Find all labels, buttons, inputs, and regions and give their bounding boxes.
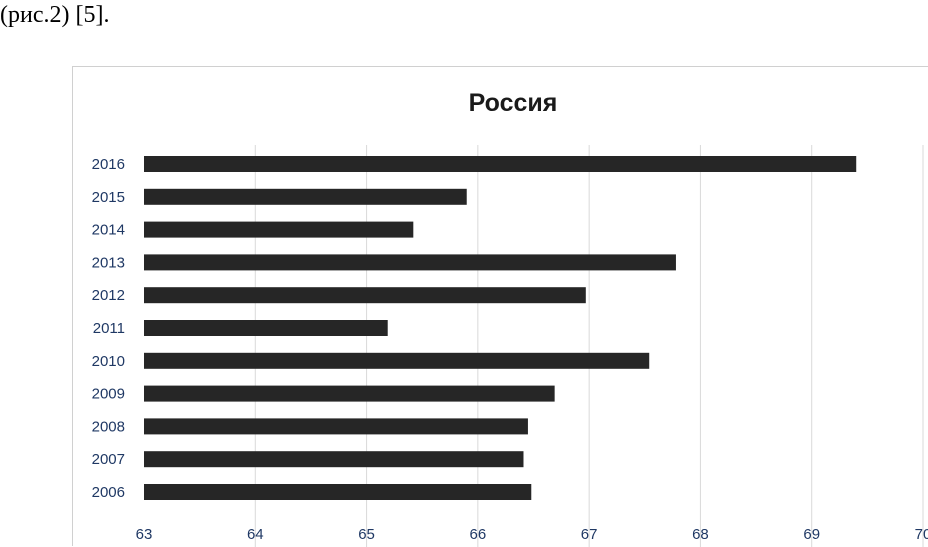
y-tick-label: 2012 [92, 287, 125, 304]
y-axis-labels: 2016 2015 2014 2013 2012 2011 2010 2009 2008 2007… [92, 156, 125, 501]
x-tick-label: 69 [803, 526, 820, 543]
y-tick-label: 2015 [92, 189, 125, 206]
bar-2012 [144, 287, 586, 304]
x-tick-label: 63 [136, 526, 153, 543]
bar-2008 [144, 418, 528, 435]
bar-2009 [144, 385, 555, 402]
x-tick-label: 68 [692, 526, 709, 543]
x-tick-label: 65 [358, 526, 375, 543]
x-tick-label: 64 [247, 526, 264, 543]
y-tick-label: 2006 [92, 484, 125, 501]
x-tick-label: 67 [581, 526, 598, 543]
y-tick-label: 2009 [92, 386, 125, 403]
bar-2006 [144, 484, 532, 500]
x-tick-label: 70 [915, 526, 928, 543]
bar-2007 [144, 451, 524, 468]
bar-2013 [144, 254, 676, 271]
y-tick-label: 2011 [93, 320, 125, 337]
y-tick-label: 2010 [92, 353, 125, 370]
chart-area: Россия 2016 2015 2014 2013 2012 2011 2010 2009 2… [72, 66, 928, 547]
y-tick-label: 2007 [92, 451, 125, 468]
figure-caption: (рис.2) [5]. [0, 2, 110, 28]
bars [144, 156, 857, 500]
bar-2016 [144, 156, 857, 172]
bar-chart: Россия 201620152014201320122011201020092… [92, 89, 928, 547]
chart-title: Россия [469, 89, 558, 117]
y-tick-label: 2016 [92, 156, 125, 173]
x-tick-label: 66 [470, 526, 487, 543]
y-tick-label: 2013 [92, 254, 125, 271]
gridlines [254, 145, 924, 547]
x-axis-labels: 63 64 65 66 67 68 69 70 [136, 526, 928, 543]
bar-2010 [144, 352, 650, 369]
y-tick-label: 2008 [92, 418, 125, 435]
bar-2011 [144, 320, 388, 336]
bar-2014 [144, 221, 414, 238]
y-tick-label: 2014 [92, 222, 125, 239]
bar-2015 [144, 188, 467, 205]
